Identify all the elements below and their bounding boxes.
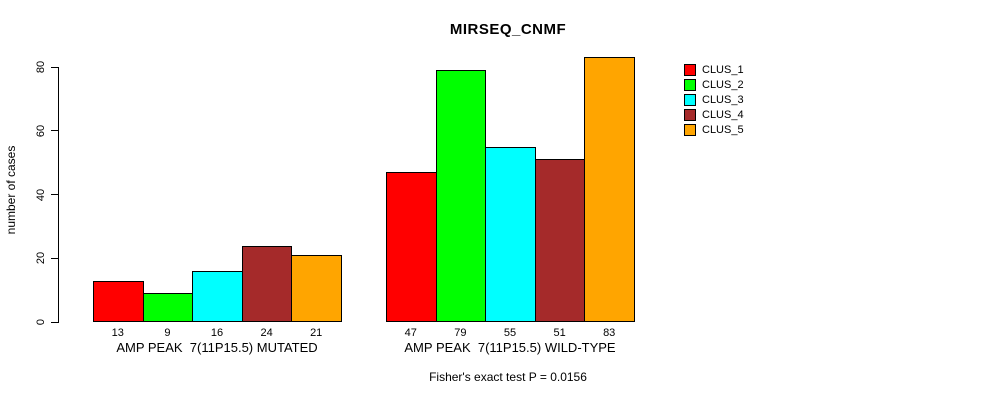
group-label: AMP PEAK 7(11P15.5) WILD-TYPE: [404, 340, 616, 355]
bar-clus_5-group1: [291, 255, 342, 322]
bar-clus_1-group1: [93, 280, 144, 322]
legend-swatch-clus_3: [684, 93, 696, 106]
legend: CLUS_1 CLUS_2 CLUS_3 CLUS_4 CLUS_5: [684, 62, 744, 137]
bar-clus_4-group1: [241, 245, 293, 322]
bar-clus_2-group2: [435, 70, 487, 322]
bar-value-label: 13: [111, 327, 124, 339]
chart-title: MIRSEQ_CNMF: [449, 21, 567, 38]
bar-value-label: 83: [603, 327, 616, 339]
legend-item: CLUS_2: [684, 77, 744, 92]
legend-item: CLUS_4: [684, 107, 744, 122]
y-tick-mark: [51, 194, 58, 195]
legend-item: CLUS_3: [684, 92, 744, 107]
group-label: AMP PEAK 7(11P15.5) MUTATED: [116, 340, 318, 355]
bar-value-label: 9: [164, 327, 171, 339]
legend-item: CLUS_5: [684, 122, 744, 137]
y-tick-label: 80: [35, 60, 47, 74]
bar-value-label: 24: [260, 327, 273, 339]
bar-clus_5-group2: [584, 57, 635, 322]
y-tick-mark: [51, 130, 58, 132]
y-tick-label: 0: [35, 318, 47, 326]
legend-label: CLUS_3: [702, 93, 744, 106]
legend-label: CLUS_2: [702, 78, 744, 91]
bar-value-label: 47: [404, 327, 417, 339]
y-axis-label: number of cases: [4, 145, 18, 235]
y-tick-mark: [51, 321, 58, 323]
bar-value-label: 51: [553, 327, 566, 339]
bar-value-label: 21: [310, 327, 323, 339]
y-axis-line: [58, 67, 59, 323]
y-tick-mark: [51, 66, 58, 68]
bar-clus_1-group2: [386, 172, 437, 322]
y-tick-label: 60: [35, 124, 47, 137]
annotation-text: Fisher's exact test P = 0.0156: [429, 370, 587, 384]
legend-swatch-clus_2: [684, 78, 696, 91]
y-tick-label: 40: [35, 188, 47, 201]
legend-swatch-clus_4: [684, 108, 696, 121]
legend-label: CLUS_5: [702, 123, 744, 136]
legend-swatch-clus_5: [684, 123, 696, 136]
legend-swatch-clus_1: [684, 63, 696, 76]
legend-label: CLUS_4: [702, 108, 744, 121]
y-tick-mark: [51, 257, 58, 259]
y-tick-label: 20: [35, 252, 47, 265]
bar-clus_3-group1: [192, 271, 243, 322]
bar-value-label: 79: [454, 327, 467, 339]
bar-clus_4-group2: [534, 159, 586, 322]
legend-item: CLUS_1: [684, 62, 744, 77]
bar-clus_2-group1: [142, 293, 194, 322]
bar-clus_3-group2: [485, 146, 536, 322]
bar-value-label: 55: [503, 327, 517, 339]
bar-value-label: 16: [210, 327, 224, 339]
legend-label: CLUS_1: [702, 63, 744, 76]
